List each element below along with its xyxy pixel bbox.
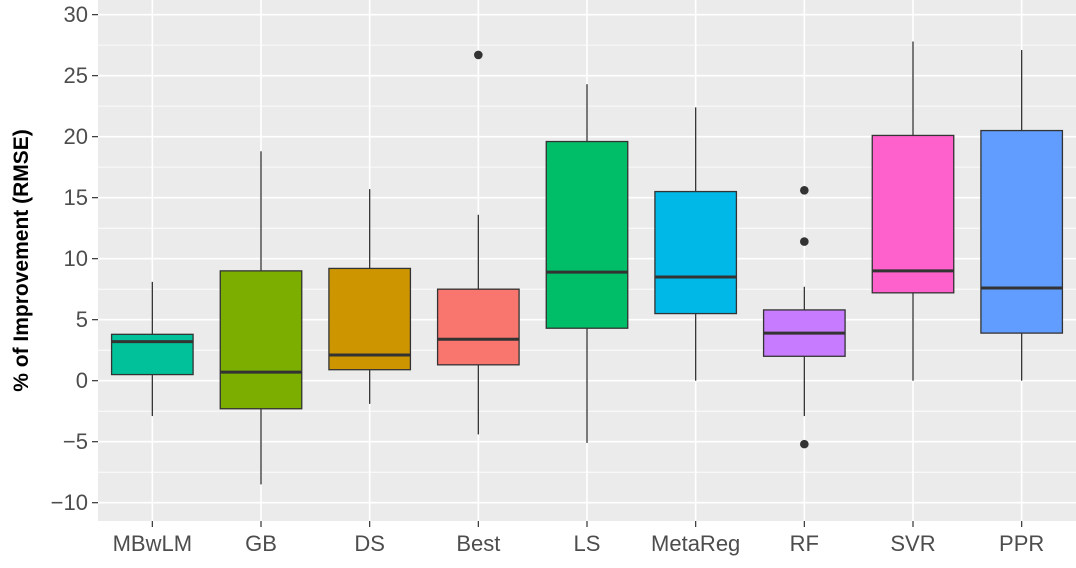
boxes-layer	[110, 41, 1064, 485]
outlier-point	[800, 237, 809, 246]
x-tick-label: DS	[354, 531, 385, 556]
x-tick-label: RF	[790, 531, 819, 556]
x-tick-label: SVR	[890, 531, 935, 556]
y-tick-label: 30	[64, 2, 88, 27]
x-tick-label: LS	[574, 531, 601, 556]
y-tick-label: 20	[64, 124, 88, 149]
box-ls	[545, 84, 629, 443]
outlier-point	[800, 439, 809, 449]
box-iqr	[328, 267, 412, 371]
box-svr	[871, 41, 955, 381]
box-mbwlm	[110, 281, 194, 417]
y-tick-label: 10	[64, 246, 88, 271]
y-axis-title: % of Improvement (RMSE)	[10, 129, 33, 392]
box-iqr	[980, 129, 1064, 334]
box-iqr	[545, 140, 629, 329]
box-iqr	[219, 270, 303, 410]
x-tick-label: PPR	[999, 531, 1044, 556]
x-tick-label: MBwLM	[113, 531, 192, 556]
box-metareg	[654, 107, 738, 381]
y-tick-label: 15	[64, 185, 88, 210]
outlier-point	[800, 186, 809, 195]
box-iqr	[871, 134, 955, 294]
y-tick-label: 5	[76, 307, 88, 332]
outlier-point	[474, 50, 483, 60]
y-tick-label: −10	[51, 490, 88, 515]
x-tick-label: Best	[456, 531, 500, 556]
box-ds	[328, 189, 412, 404]
box-iqr	[436, 288, 520, 366]
y-tick-label: 25	[64, 63, 88, 88]
box-best	[436, 50, 520, 435]
y-axis: −10 −5 0 5 10 15 20 25 30	[51, 2, 98, 515]
box-rf	[762, 186, 846, 449]
box-gb	[219, 151, 303, 485]
y-tick-label: −5	[63, 429, 88, 454]
x-tick-label: MetaReg	[651, 531, 740, 556]
box-ppr	[980, 50, 1064, 381]
x-tick-label: GB	[245, 531, 277, 556]
y-tick-label: 0	[76, 368, 88, 393]
box-iqr	[654, 190, 738, 315]
x-axis: MBwLM GB DS Best LS MetaReg RF SVR PPR	[113, 521, 1044, 556]
